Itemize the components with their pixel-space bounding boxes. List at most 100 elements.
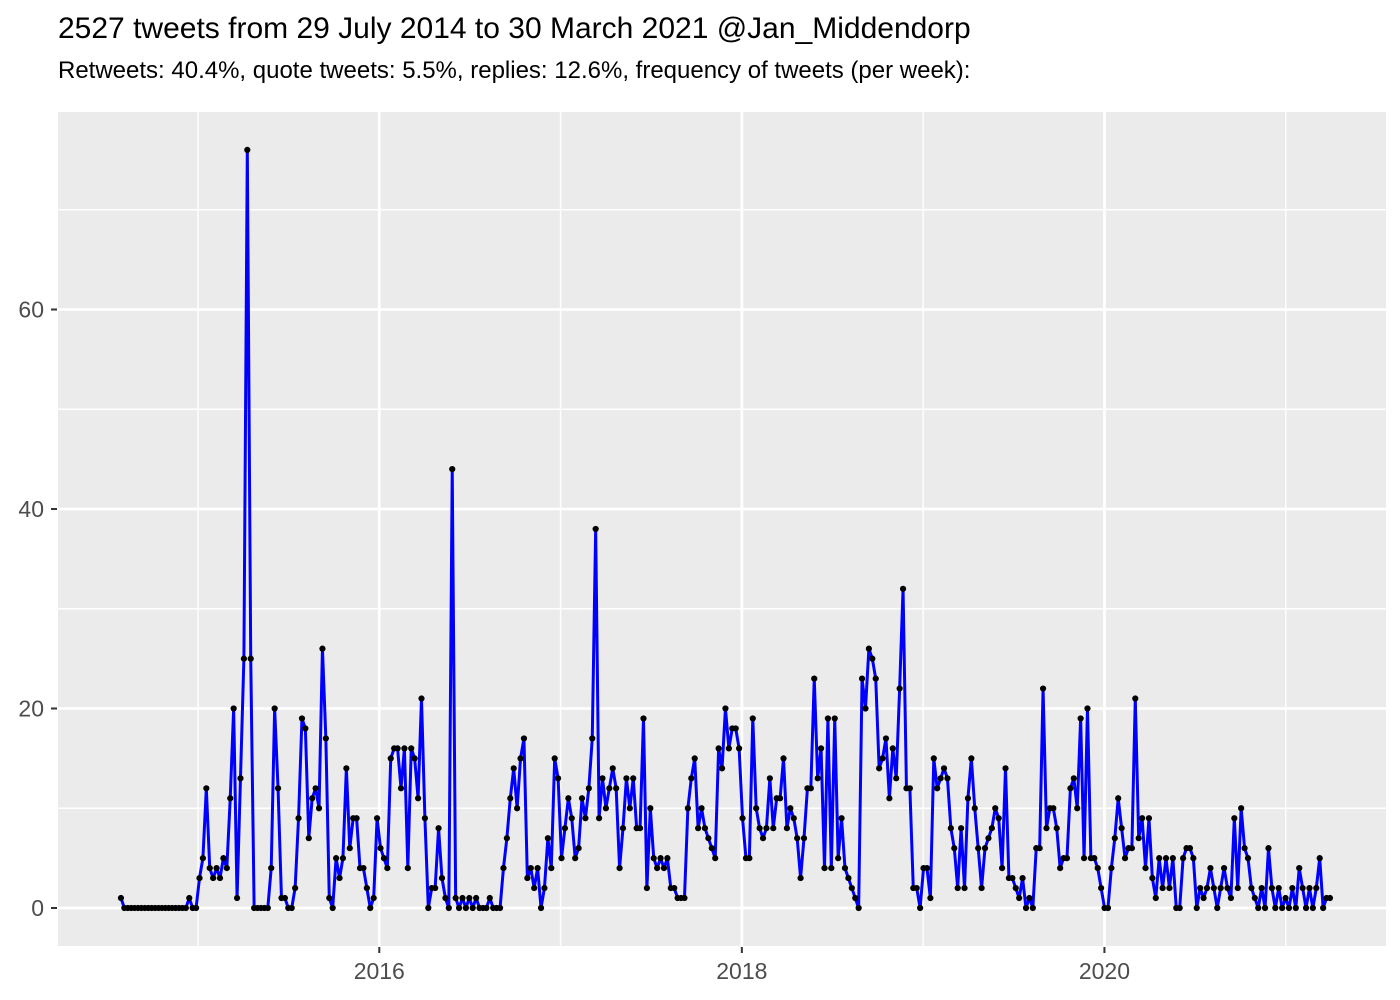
data-point	[930, 755, 937, 762]
data-point	[923, 865, 931, 872]
data-point	[1162, 855, 1170, 862]
data-point	[380, 855, 388, 862]
data-point	[1145, 815, 1153, 822]
data-point	[418, 695, 425, 702]
data-point	[763, 825, 770, 832]
data-point	[1063, 855, 1071, 862]
data-point	[216, 874, 224, 882]
data-point	[753, 805, 760, 812]
data-point	[1326, 894, 1334, 902]
data-point	[1111, 835, 1118, 842]
data-point	[978, 884, 985, 892]
data-point	[712, 855, 719, 862]
data-point	[445, 904, 452, 912]
data-point	[688, 775, 695, 782]
data-point	[568, 815, 575, 822]
data-point	[995, 815, 1002, 822]
data-point	[500, 865, 507, 872]
data-point	[1241, 845, 1248, 852]
data-point	[397, 785, 405, 792]
data-point	[384, 865, 391, 872]
data-point	[1043, 825, 1050, 832]
data-point	[315, 805, 323, 812]
data-point	[869, 655, 876, 662]
data-point	[1012, 884, 1019, 892]
data-point	[722, 705, 729, 712]
data-point	[896, 685, 903, 692]
data-point	[274, 785, 282, 792]
x-axis-label: 2016	[354, 958, 405, 984]
data-point	[1176, 904, 1183, 912]
data-point	[210, 874, 217, 882]
data-point	[582, 815, 589, 822]
data-point	[893, 775, 900, 782]
data-point	[302, 725, 309, 732]
data-point	[1200, 894, 1207, 902]
data-point	[322, 735, 329, 742]
data-point	[664, 855, 671, 862]
data-point	[1091, 855, 1098, 862]
chart-subtitle: Retweets: 40.4%, quote tweets: 5.5%, rep…	[58, 57, 971, 84]
data-point	[336, 874, 343, 882]
data-point	[749, 715, 756, 722]
data-point	[1053, 825, 1060, 832]
data-point	[623, 775, 630, 782]
data-point	[192, 904, 200, 912]
data-point	[575, 845, 582, 852]
data-point	[934, 785, 941, 792]
data-point	[1118, 825, 1125, 832]
data-point	[640, 715, 647, 722]
data-point	[466, 894, 473, 902]
data-point	[329, 904, 336, 912]
data-point	[404, 865, 411, 872]
data-point	[435, 825, 442, 832]
data-point	[766, 775, 773, 782]
data-point	[1019, 874, 1026, 882]
data-point	[1039, 685, 1047, 692]
data-point	[1026, 894, 1033, 902]
data-point	[1098, 884, 1105, 892]
data-point	[841, 865, 849, 872]
data-point	[534, 865, 541, 872]
data-point	[507, 795, 514, 802]
plot-panel	[58, 112, 1386, 946]
data-point	[1292, 904, 1299, 912]
data-point	[408, 745, 415, 752]
data-point	[855, 904, 862, 912]
data-point	[298, 715, 306, 722]
data-point	[1285, 904, 1293, 912]
data-point	[1002, 765, 1009, 772]
data-point	[1152, 894, 1159, 902]
data-point	[1282, 894, 1289, 902]
data-point	[790, 815, 797, 822]
data-point	[1238, 805, 1245, 812]
data-point	[889, 745, 896, 752]
data-point	[1121, 855, 1129, 862]
data-point	[1244, 855, 1252, 862]
data-point	[455, 904, 463, 912]
data-point	[206, 865, 213, 872]
data-point	[517, 755, 524, 762]
data-point	[985, 835, 992, 842]
x-axis-label: 2020	[1079, 958, 1130, 984]
data-point	[1268, 884, 1275, 892]
data-point	[1197, 884, 1204, 892]
data-point	[1036, 845, 1043, 852]
data-point	[961, 884, 968, 892]
data-point	[879, 755, 886, 762]
data-point	[514, 805, 521, 812]
data-point	[449, 466, 456, 473]
data-point	[817, 745, 825, 752]
data-point	[469, 904, 476, 912]
data-point	[845, 874, 852, 882]
data-point	[527, 865, 534, 872]
data-point	[838, 815, 845, 822]
data-point	[473, 894, 480, 902]
data-point	[708, 845, 715, 852]
data-point	[1139, 815, 1146, 822]
data-point	[828, 865, 835, 872]
data-point	[865, 645, 872, 652]
data-point	[787, 805, 794, 812]
y-axis-label: 60	[18, 297, 44, 323]
data-point	[882, 735, 890, 742]
